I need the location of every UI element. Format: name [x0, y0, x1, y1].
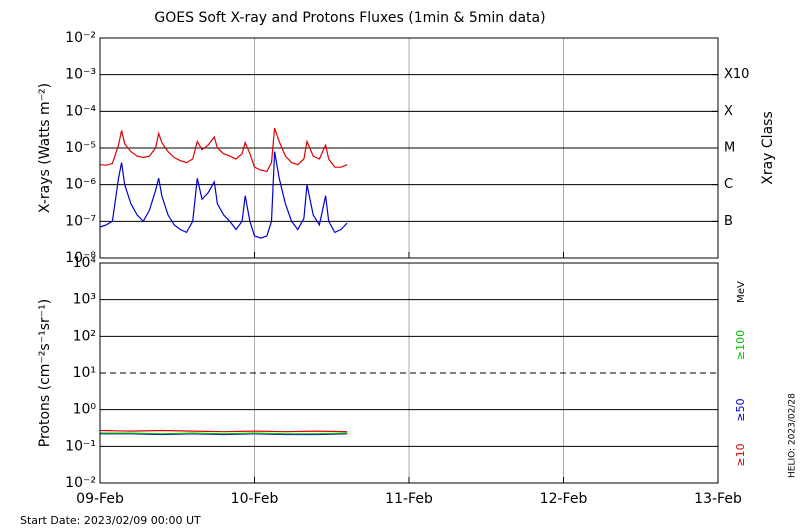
plot-frame — [99, 262, 719, 484]
y-tick-label: 10² — [73, 328, 96, 344]
series-line — [99, 151, 348, 239]
x-tick-label: 10-Feb — [231, 491, 279, 507]
x-tick-label: 11-Feb — [385, 491, 433, 507]
y-tick-label: 10⁻² — [65, 30, 96, 46]
class-tick-label: B — [724, 214, 733, 229]
legend-title: MeV — [736, 281, 747, 303]
y-tick-label: 10⁰ — [73, 402, 97, 418]
class-tick-label: X — [724, 104, 733, 119]
start-date: Start Date: 2023/02/09 00:00 UT — [20, 514, 201, 527]
x-tick-label: 13-Feb — [694, 491, 742, 507]
legend-entry: ≥100 — [734, 330, 747, 360]
y-tick-label: 10⁻³ — [65, 67, 96, 83]
helio-date: HELIO: 2023/02/28 — [788, 393, 798, 478]
x-tick-label: 09-Feb — [76, 491, 124, 507]
y-axis-label: Protons (cm⁻²s⁻¹sr⁻¹) — [37, 299, 53, 448]
y-tick-label: 10⁻⁶ — [65, 177, 96, 193]
y-tick-label: 10⁻⁵ — [65, 140, 96, 156]
class-tick-label: X10 — [724, 67, 749, 82]
x-tick-label: 12-Feb — [540, 491, 588, 507]
series-line — [100, 432, 348, 435]
y-tick-label: 10⁻⁷ — [65, 213, 96, 229]
legend-entry: ≥50 — [734, 398, 747, 421]
series-line — [99, 429, 348, 433]
y-tick-label: 10³ — [73, 292, 96, 308]
legend-entry: ≥10 — [734, 443, 747, 466]
y-tick-label: 10⁻⁸ — [65, 250, 96, 266]
y-tick-label: 10¹ — [73, 365, 96, 381]
class-tick-label: C — [724, 177, 733, 192]
series-line — [99, 127, 348, 173]
y-axis-label: X-rays (Watts m⁻²) — [37, 83, 53, 213]
series-line — [100, 433, 348, 436]
chart-title: GOES Soft X-ray and Protons Fluxes (1min… — [154, 10, 545, 26]
y-tick-label: 10⁴ — [73, 255, 97, 271]
class-tick-label: M — [724, 141, 735, 156]
y-tick-label: 10⁻¹ — [65, 438, 96, 454]
plot-frame — [99, 37, 719, 259]
y-tick-label: 10⁻² — [65, 475, 96, 491]
y2-axis-label: Xray Class — [760, 111, 776, 185]
y-tick-label: 10⁻⁴ — [65, 103, 96, 119]
